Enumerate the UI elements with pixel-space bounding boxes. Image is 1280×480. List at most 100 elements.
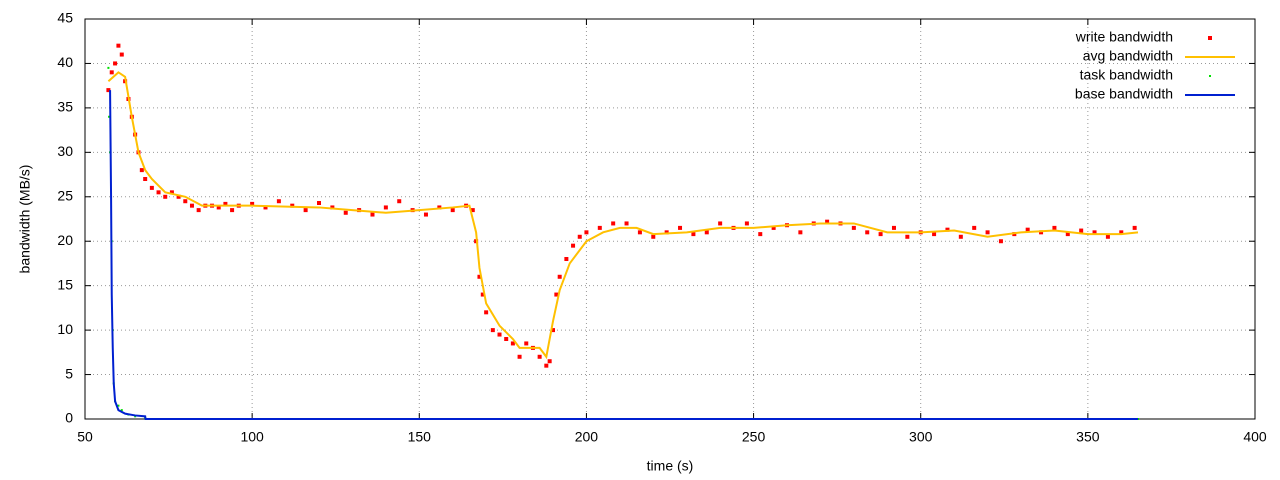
data-point <box>537 354 542 359</box>
data-point <box>1132 225 1137 230</box>
data-point <box>544 363 549 368</box>
data-point <box>972 225 977 230</box>
data-point <box>510 341 515 346</box>
data-point <box>480 292 485 297</box>
data-point <box>554 292 559 297</box>
data-point <box>143 177 148 181</box>
data-point <box>169 190 174 195</box>
y-tick-label: 10 <box>57 321 73 337</box>
data-point <box>108 115 111 118</box>
data-point <box>547 359 552 364</box>
x-tick-label: 250 <box>742 429 766 445</box>
data-point <box>317 201 321 205</box>
data-point <box>718 221 723 226</box>
legend-label: base bandwidth <box>1075 86 1173 102</box>
data-point <box>116 43 121 48</box>
data-point <box>637 230 642 235</box>
data-point <box>117 404 120 407</box>
data-point <box>156 190 161 195</box>
y-tick-label: 20 <box>57 232 73 248</box>
data-point <box>504 337 509 341</box>
x-axis-label: time (s) <box>647 458 694 474</box>
data-point <box>139 168 144 173</box>
data-point <box>106 88 111 93</box>
data-point <box>423 212 428 217</box>
data-point <box>477 274 482 279</box>
data-point <box>223 201 228 206</box>
data-point <box>771 225 776 230</box>
data-point <box>189 203 194 208</box>
data-point <box>584 230 589 235</box>
y-tick-label: 40 <box>57 54 73 70</box>
data-point <box>985 230 990 235</box>
data-point <box>290 203 295 208</box>
data-point <box>1105 234 1110 239</box>
data-point <box>370 212 375 217</box>
data-point <box>196 208 201 213</box>
data-point <box>119 52 124 57</box>
data-point <box>704 230 709 235</box>
data-point <box>945 227 950 232</box>
y-tick-label: 0 <box>65 410 73 426</box>
data-point <box>577 234 582 239</box>
y-tick-label: 30 <box>57 143 73 159</box>
data-point <box>691 232 696 237</box>
legend-label: write bandwidth <box>1075 29 1173 45</box>
data-point <box>1065 232 1070 237</box>
data-point <box>611 221 616 226</box>
data-point <box>825 219 830 224</box>
data-point <box>678 225 683 230</box>
x-tick-label: 100 <box>240 429 264 445</box>
data-point <box>865 230 870 235</box>
data-point <box>571 243 576 248</box>
data-point <box>798 230 803 235</box>
data-point <box>932 232 937 237</box>
data-point <box>878 232 883 237</box>
data-point <box>383 205 388 210</box>
data-point <box>1092 230 1097 235</box>
data-point <box>183 199 188 204</box>
legend-marker <box>1208 36 1212 40</box>
data-point <box>551 328 555 333</box>
data-point <box>998 239 1003 244</box>
legend-marker <box>1209 75 1211 77</box>
data-point <box>1025 227 1030 232</box>
data-point <box>109 70 114 75</box>
x-tick-label: 300 <box>909 429 933 445</box>
data-point <box>107 66 110 69</box>
y-tick-label: 15 <box>57 276 73 292</box>
data-line <box>109 90 1138 420</box>
data-point <box>497 332 502 337</box>
data-point <box>303 208 308 213</box>
data-point <box>470 208 475 213</box>
y-tick-label: 45 <box>57 10 73 26</box>
data-point <box>524 341 529 346</box>
data-point <box>149 185 154 190</box>
legend-label: avg bandwidth <box>1083 48 1173 64</box>
x-tick-label: 200 <box>575 429 599 445</box>
legend-label: task bandwidth <box>1080 67 1173 83</box>
data-point <box>557 274 562 279</box>
x-tick-label: 150 <box>408 429 432 445</box>
data-point <box>905 234 910 239</box>
data-point <box>664 230 669 235</box>
y-tick-label: 35 <box>57 99 73 115</box>
data-point <box>958 234 963 239</box>
data-point <box>343 210 348 215</box>
data-point <box>216 205 221 210</box>
data-point <box>120 409 123 412</box>
data-point <box>437 205 442 210</box>
data-point <box>1119 230 1124 235</box>
data-point <box>891 225 896 230</box>
data-point <box>597 225 602 230</box>
data-point <box>276 199 281 204</box>
x-tick-label: 50 <box>77 429 93 445</box>
data-point <box>484 310 489 315</box>
data-point <box>564 257 569 261</box>
data-line <box>107 71 1139 360</box>
data-point <box>330 205 335 210</box>
y-tick-label: 25 <box>57 187 73 203</box>
data-point <box>263 205 268 210</box>
